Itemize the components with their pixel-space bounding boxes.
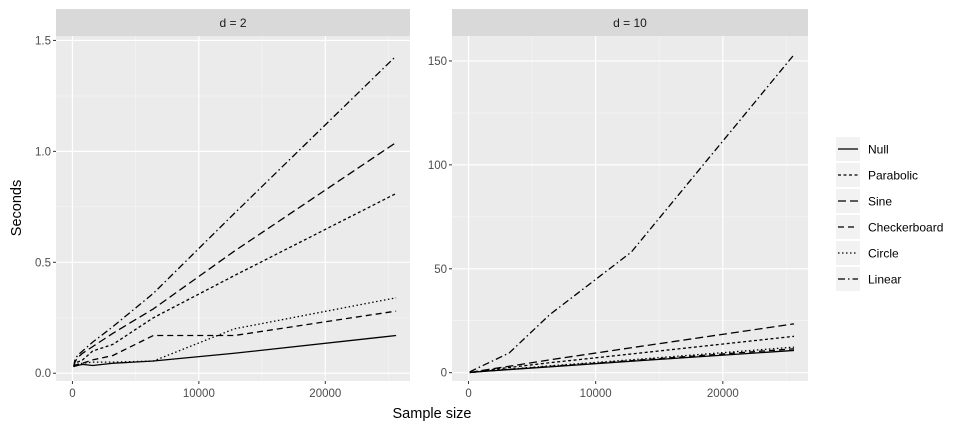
- legend-item-null: Null: [836, 137, 889, 161]
- legend-item-sine: Sine: [836, 189, 892, 213]
- y-axis-title: Seconds: [9, 180, 25, 236]
- legend-item-linear: Linear: [836, 267, 901, 291]
- x-tick-label: 20000: [707, 388, 739, 400]
- facet-strip-label: d = 2: [219, 16, 246, 30]
- facet-strip-label: d = 10: [613, 16, 647, 30]
- series-line-null: [73, 334, 397, 368]
- y-tick-label: 1.0: [35, 146, 51, 158]
- legend-item-checkerboard: Checkerboard: [836, 215, 943, 239]
- legend-item-circle: Circle: [836, 241, 899, 265]
- y-tick-label: 0.5: [35, 257, 51, 269]
- x-tick-label: 20000: [309, 388, 341, 400]
- y-tick-label: 0.0: [35, 368, 51, 380]
- facet-strip: [56, 9, 410, 36]
- legend-label: Parabolic: [868, 169, 918, 183]
- x-tick-label: 0: [465, 388, 471, 400]
- y-tick-label: 50: [434, 264, 447, 276]
- y-tick-label: 100: [428, 160, 447, 172]
- series-line-sine: [73, 141, 397, 367]
- facet-strip: [452, 9, 808, 36]
- panel-background: [56, 36, 410, 381]
- legend-label: Circle: [868, 247, 899, 261]
- legend-label: Null: [868, 143, 889, 157]
- series-line-checkerboard: [469, 348, 795, 374]
- legend-label: Linear: [868, 273, 901, 287]
- legend-label: Checkerboard: [868, 221, 943, 235]
- panel-d-10: d = 10 0 10000 20000 0 50 100 150: [428, 9, 808, 400]
- series-line-checkerboard: [73, 310, 397, 368]
- y-tick-label: 1.5: [35, 35, 51, 47]
- series-line-parabolic: [73, 192, 397, 367]
- series-line-linear: [73, 55, 397, 367]
- series-line-linear: [469, 54, 795, 373]
- x-tick-label: 10000: [580, 388, 612, 400]
- legend-key-background: [836, 241, 860, 265]
- x-tick-label: 10000: [183, 388, 215, 400]
- legend: Null Parabolic Sine Checkerboard Circle Linea…: [836, 137, 943, 291]
- panel-background: [452, 36, 808, 381]
- panel-d-2: d = 2 0 10000 20000 0.0 0.5 1.0 1.5: [35, 9, 410, 400]
- legend-item-parabolic: Parabolic: [836, 163, 918, 187]
- x-tick-label: 0: [69, 388, 75, 400]
- legend-label: Sine: [868, 195, 892, 209]
- x-axis-title: Sample size: [393, 406, 472, 422]
- y-tick-label: 150: [428, 56, 447, 68]
- y-tick-label: 0: [441, 368, 447, 380]
